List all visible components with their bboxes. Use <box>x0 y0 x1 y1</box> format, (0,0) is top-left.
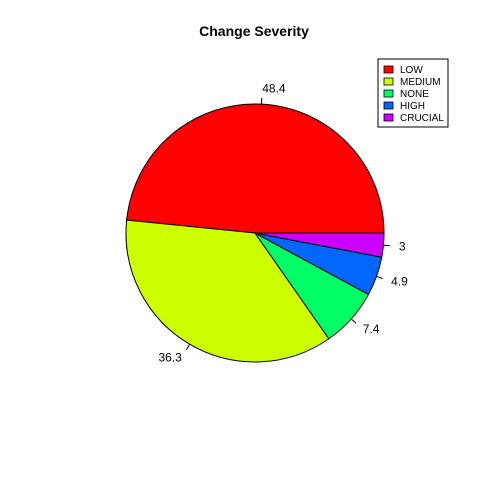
chart-title: Change Severity <box>199 23 309 39</box>
pie-slice-low <box>126 103 385 234</box>
slice-label-tick <box>383 244 390 247</box>
slice-label-none: 7.4 <box>363 322 380 336</box>
slice-label-high: 4.9 <box>391 275 408 289</box>
pie-slices <box>125 103 385 363</box>
pie-slice-crucial <box>254 232 385 258</box>
slice-label-low: 48.4 <box>262 82 286 96</box>
legend-swatch-none <box>383 89 394 98</box>
legend-swatch-low <box>383 65 394 74</box>
slice-label-crucial: 3 <box>399 240 406 254</box>
legend-label-high: HIGH <box>400 101 425 112</box>
legend-label-low: LOW <box>400 65 423 76</box>
legend-swatch-crucial <box>383 113 394 122</box>
legend-label-none: NONE <box>400 89 429 100</box>
slice-label-tick <box>350 318 357 324</box>
slice-labels: 48.4 36.3 7.4 4.9 3 <box>158 82 408 365</box>
legend-label-medium: MEDIUM <box>400 77 441 88</box>
legend-label-crucial: CRUCIAL <box>400 113 444 124</box>
legend-swatch-high <box>383 101 394 110</box>
slice-label-medium: 36.3 <box>158 351 182 365</box>
slice-label-tick <box>376 275 383 279</box>
slice-label-tick <box>185 343 191 351</box>
legend-swatch-medium <box>383 77 394 86</box>
